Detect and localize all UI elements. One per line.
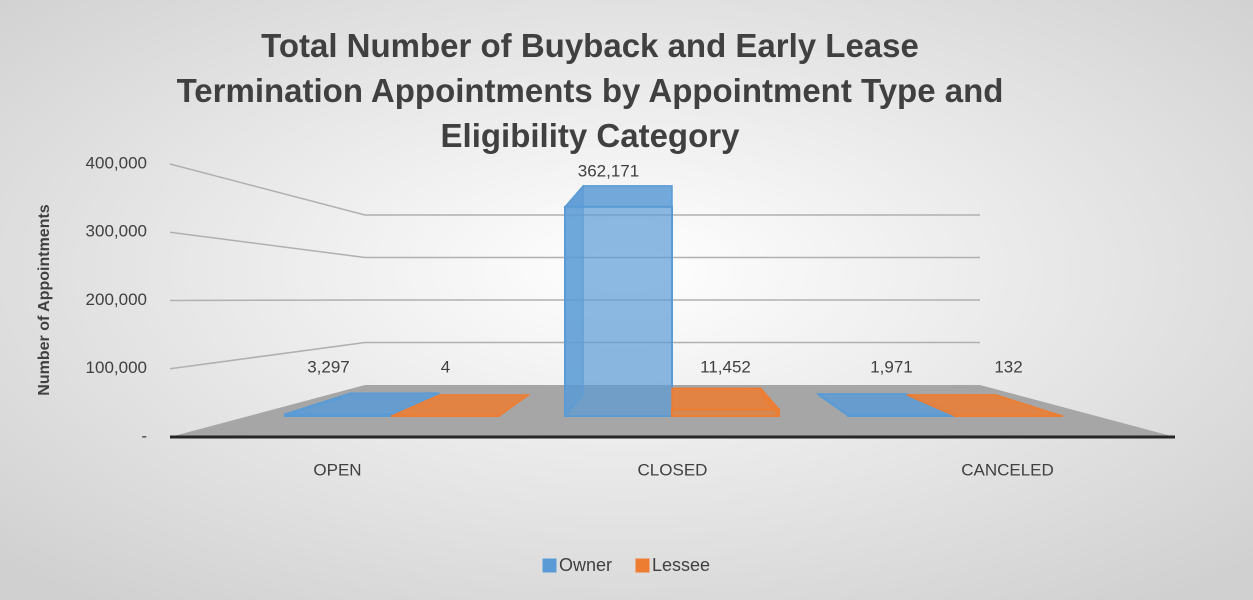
legend-label: Lessee <box>652 555 710 575</box>
y-axis-label: Number of Appointments <box>36 204 53 396</box>
bar-front <box>847 413 956 418</box>
x-tick-label: CLOSED <box>638 460 708 479</box>
bar <box>563 184 673 418</box>
data-label: 4 <box>441 357 450 376</box>
y-tick-label: 100,000 <box>86 358 147 377</box>
y-tick-label: 400,000 <box>86 153 147 172</box>
x-tick-label: CANCELED <box>961 460 1054 479</box>
data-label: 1,971 <box>870 357 913 376</box>
bar-front <box>284 413 393 417</box>
data-label: 362,171 <box>578 161 639 180</box>
legend-swatch <box>635 558 650 573</box>
grid-line <box>169 231 980 259</box>
bar <box>391 394 531 417</box>
data-label: 3,297 <box>307 357 350 376</box>
x-tick-label: OPEN <box>313 460 361 479</box>
y-tick-label: 300,000 <box>86 222 147 241</box>
bar <box>906 394 1063 417</box>
bar-front <box>671 408 780 418</box>
bar-front <box>564 205 673 417</box>
bar <box>671 387 781 418</box>
grid-line <box>169 299 980 302</box>
legend-label: Owner <box>559 555 612 575</box>
grid-line <box>169 341 980 370</box>
legend-swatch <box>542 558 557 573</box>
data-label: 11,452 <box>700 357 751 376</box>
bar <box>284 392 440 417</box>
y-tick-label: - <box>141 426 147 445</box>
chart-title: Total Number of Buyback and Early Lease T… <box>177 27 1004 154</box>
data-label: 132 <box>994 357 1022 376</box>
grid-line <box>169 163 980 216</box>
y-tick-label: 200,000 <box>86 290 147 309</box>
